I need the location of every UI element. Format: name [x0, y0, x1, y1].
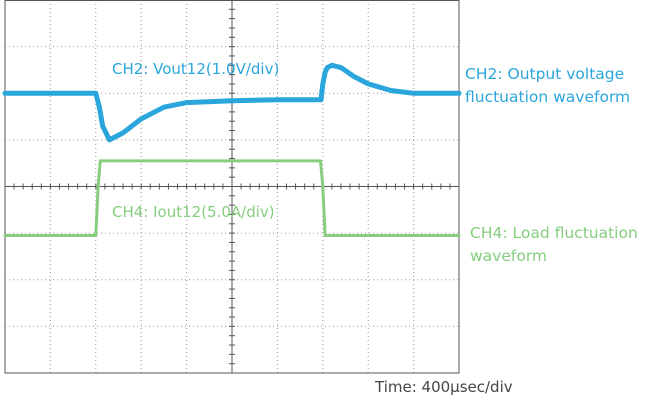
- ch4-note-line1: CH4: Load fluctuation: [470, 224, 638, 242]
- ch4-trace-label: CH4: Iout12(5.0A/div): [112, 203, 275, 221]
- ch4-note-line2: waveform: [470, 247, 548, 265]
- plot-frame: [4, 0, 460, 374]
- ch2-note-line2: fluctuation waveform: [465, 88, 631, 106]
- time-scale-label: Time: 400μsec/div: [375, 378, 513, 396]
- ch4-current-trace: [3, 159, 461, 237]
- ch2-voltage-trace: [2, 62, 462, 143]
- traces: [2, 62, 462, 237]
- ch2-note-line1: CH2: Output voltage: [465, 65, 625, 83]
- grid: [4, 0, 460, 374]
- ch2-trace-label: CH2: Vout12(1.0V/div): [112, 60, 280, 78]
